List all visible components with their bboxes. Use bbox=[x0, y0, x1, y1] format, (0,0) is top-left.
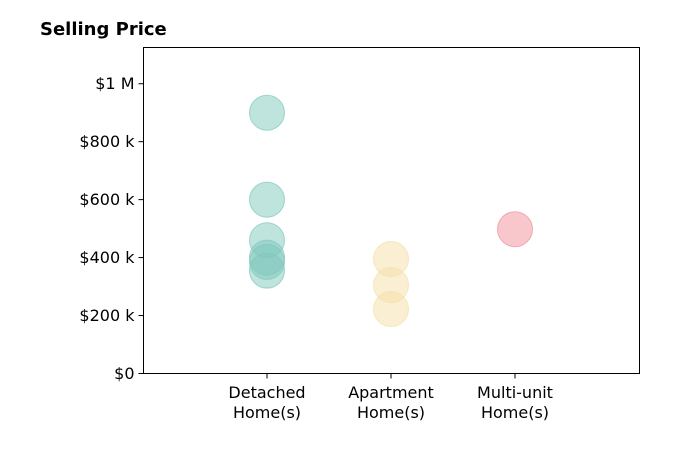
data-point bbox=[249, 94, 285, 131]
y-tick-label: $1 M bbox=[95, 74, 134, 93]
x-tick-label: Multi-unit bbox=[477, 383, 553, 402]
data-point bbox=[249, 181, 285, 218]
x-axis: DetachedHome(s)ApartmentHome(s)Multi-uni… bbox=[228, 373, 553, 422]
y-tick-label: $400 k bbox=[79, 248, 135, 267]
y-tick-label: $200 k bbox=[79, 306, 135, 325]
y-tick-label: $0 bbox=[114, 364, 134, 383]
x-tick-label: Apartment bbox=[348, 383, 434, 402]
data-point bbox=[249, 252, 285, 289]
x-tick-label: Home(s) bbox=[233, 403, 301, 422]
data-point bbox=[373, 291, 409, 328]
y-axis: $0 $200 k $400 k $600 k $800 k $1 M bbox=[79, 74, 144, 383]
x-tick-label: Home(s) bbox=[481, 403, 549, 422]
chart-title: Selling Price bbox=[40, 19, 167, 40]
data-point bbox=[497, 211, 533, 248]
y-tick-label: $600 k bbox=[79, 190, 135, 209]
x-tick-label: Home(s) bbox=[357, 403, 425, 422]
data-points bbox=[249, 94, 533, 328]
y-tick-label: $800 k bbox=[79, 132, 135, 151]
x-tick-label: Detached bbox=[228, 383, 305, 402]
